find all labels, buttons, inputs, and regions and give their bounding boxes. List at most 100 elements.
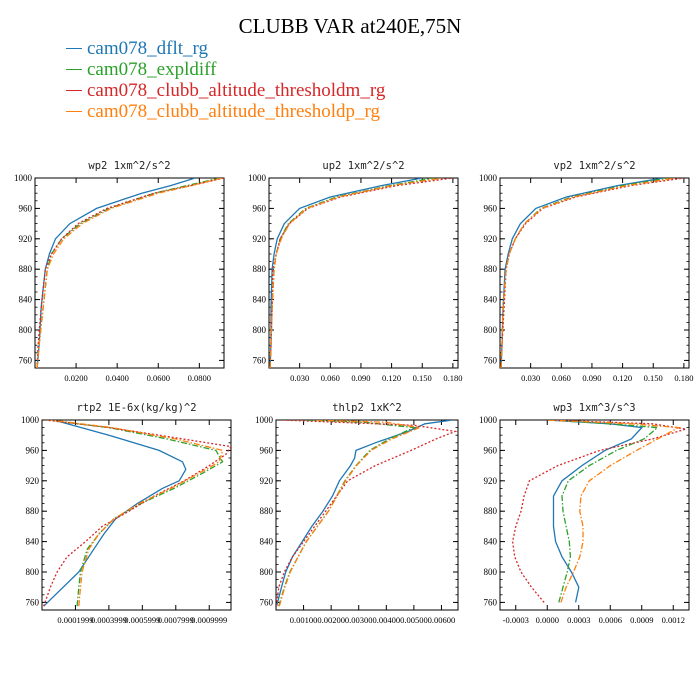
chart-title: up2 1xm^2/s^2 bbox=[322, 160, 404, 172]
series-line-3 bbox=[269, 178, 453, 368]
y-tick-label: 920 bbox=[26, 476, 40, 486]
y-tick-label: 920 bbox=[253, 234, 267, 244]
plot-frame bbox=[499, 177, 690, 369]
legend-label: cam078_dflt_rg bbox=[87, 38, 209, 59]
x-tick-label: 0.0200 bbox=[64, 373, 87, 383]
x-tick-label: 0.0009 bbox=[630, 615, 653, 625]
series-line-2 bbox=[46, 420, 224, 607]
y-tick-label: 840 bbox=[253, 295, 267, 305]
y-tick-label: 760 bbox=[26, 597, 40, 607]
series-line-4 bbox=[278, 420, 422, 607]
y-tick-label: 840 bbox=[260, 537, 274, 547]
x-tick-label: 0.0006 bbox=[599, 615, 622, 625]
y-tick-label: 960 bbox=[484, 203, 498, 213]
y-tick-label: 920 bbox=[19, 234, 33, 244]
x-tick-label: 0.00500 bbox=[400, 615, 428, 625]
y-tick-label: 800 bbox=[484, 567, 498, 577]
x-tick-label: 0.060 bbox=[321, 373, 340, 383]
chart-title: rtp2 1E-6x(kg/kg)^2 bbox=[76, 402, 196, 414]
y-tick-label: 760 bbox=[484, 355, 498, 365]
x-tick-label: 0.00300 bbox=[345, 615, 373, 625]
series-line-3 bbox=[500, 178, 684, 368]
y-tick-label: 1000 bbox=[479, 173, 498, 183]
series-line-3 bbox=[276, 420, 458, 607]
plot-frame bbox=[41, 419, 232, 611]
x-tick-label: 0.0003 bbox=[567, 615, 590, 625]
x-tick-label: 0.090 bbox=[351, 373, 370, 383]
y-tick-label: 840 bbox=[19, 295, 33, 305]
x-tick-label: 0.060 bbox=[552, 373, 571, 383]
series-line-4 bbox=[36, 178, 223, 368]
page-title: CLUBB VAR at240E,75N bbox=[238, 14, 462, 38]
x-tick-label: 0.0007999 bbox=[158, 615, 194, 625]
chart-title: vp2 1xm^2/s^2 bbox=[553, 160, 635, 172]
y-tick-label: 960 bbox=[484, 445, 498, 455]
y-tick-label: 760 bbox=[260, 597, 274, 607]
series-line-4 bbox=[50, 420, 224, 607]
y-tick-label: 840 bbox=[484, 295, 498, 305]
series-line-4 bbox=[500, 178, 676, 368]
x-tick-label: 0.180 bbox=[674, 373, 693, 383]
legend-item: cam078_dflt_rg bbox=[66, 38, 385, 59]
y-tick-label: 1000 bbox=[14, 173, 33, 183]
x-tick-label: 0.120 bbox=[613, 373, 632, 383]
x-tick-label: 0.0800 bbox=[188, 373, 211, 383]
x-tick-label: 0.150 bbox=[413, 373, 432, 383]
legend-line-swatch bbox=[66, 90, 82, 91]
chart-panel: wp3 1xm^3/s^3 760 800 840 880 920 960 1000 -0.00… bbox=[479, 402, 690, 625]
legend-line-swatch bbox=[66, 69, 82, 70]
chart-title: wp2 1xm^2/s^2 bbox=[88, 160, 170, 172]
y-tick-label: 920 bbox=[260, 476, 274, 486]
y-tick-label: 760 bbox=[484, 597, 498, 607]
y-tick-label: 1000 bbox=[255, 415, 274, 425]
y-tick-label: 960 bbox=[19, 203, 33, 213]
y-tick-label: 960 bbox=[260, 445, 274, 455]
y-tick-label: 1000 bbox=[248, 173, 267, 183]
x-tick-label: -0.0003 bbox=[503, 615, 529, 625]
y-tick-label: 800 bbox=[253, 325, 267, 335]
legend-item: cam078_expldiff bbox=[66, 59, 385, 80]
y-tick-label: 840 bbox=[484, 537, 498, 547]
y-tick-label: 800 bbox=[260, 567, 274, 577]
legend-label: cam078_clubb_altitude_thresholdp_rg bbox=[87, 101, 381, 122]
series-line-3 bbox=[511, 420, 687, 603]
chart-panel: vp2 1xm^2/s^2 760 800 840 880 920 960 1000 0.030… bbox=[479, 160, 693, 383]
y-tick-label: 760 bbox=[19, 355, 33, 365]
y-tick-label: 800 bbox=[19, 325, 33, 335]
x-tick-label: 0.00100 bbox=[290, 615, 318, 625]
series-line-1 bbox=[276, 420, 453, 607]
y-tick-label: 840 bbox=[26, 537, 40, 547]
x-tick-label: 0.030 bbox=[290, 373, 309, 383]
x-tick-label: 0.150 bbox=[644, 373, 663, 383]
plot-frame bbox=[268, 177, 459, 369]
chart-title: thlp2 1xK^2 bbox=[332, 402, 402, 414]
y-tick-label: 920 bbox=[484, 234, 498, 244]
y-tick-label: 880 bbox=[19, 264, 33, 274]
x-tick-label: 0.030 bbox=[521, 373, 540, 383]
chart-panel: wp2 1xm^2/s^2 760 800 840 880 920 960 1000 0.020… bbox=[14, 160, 225, 383]
y-tick-label: 880 bbox=[26, 506, 40, 516]
x-tick-label: 0.0001999 bbox=[57, 615, 93, 625]
y-tick-label: 760 bbox=[253, 355, 267, 365]
series-line-2 bbox=[500, 178, 669, 368]
x-tick-label: 0.0000 bbox=[536, 615, 559, 625]
chart-title: wp3 1xm^3/s^3 bbox=[553, 402, 635, 414]
y-tick-label: 800 bbox=[26, 567, 40, 577]
y-tick-label: 960 bbox=[26, 445, 40, 455]
y-tick-label: 880 bbox=[253, 264, 267, 274]
series-line-4 bbox=[269, 178, 443, 368]
y-tick-label: 880 bbox=[484, 264, 498, 274]
legend-item: cam078_clubb_altitude_thresholdm_rg bbox=[66, 80, 385, 101]
y-tick-label: 920 bbox=[484, 476, 498, 486]
series-line-2 bbox=[36, 178, 221, 368]
series-line-3 bbox=[36, 178, 224, 368]
chart-panel: up2 1xm^2/s^2 760 800 840 880 920 960 1000 0.030… bbox=[248, 160, 462, 383]
series-line-2 bbox=[269, 178, 435, 368]
x-tick-label: 0.180 bbox=[443, 373, 462, 383]
series-line-1 bbox=[269, 178, 423, 368]
x-tick-label: 0.00400 bbox=[372, 615, 400, 625]
chart-panel: thlp2 1xK^2 760 800 840 880 920 960 1000 0.00100… bbox=[255, 402, 459, 625]
x-tick-label: 0.00600 bbox=[428, 615, 456, 625]
legend: cam078_dflt_rg cam078_expldiff cam078_club… bbox=[66, 38, 385, 122]
